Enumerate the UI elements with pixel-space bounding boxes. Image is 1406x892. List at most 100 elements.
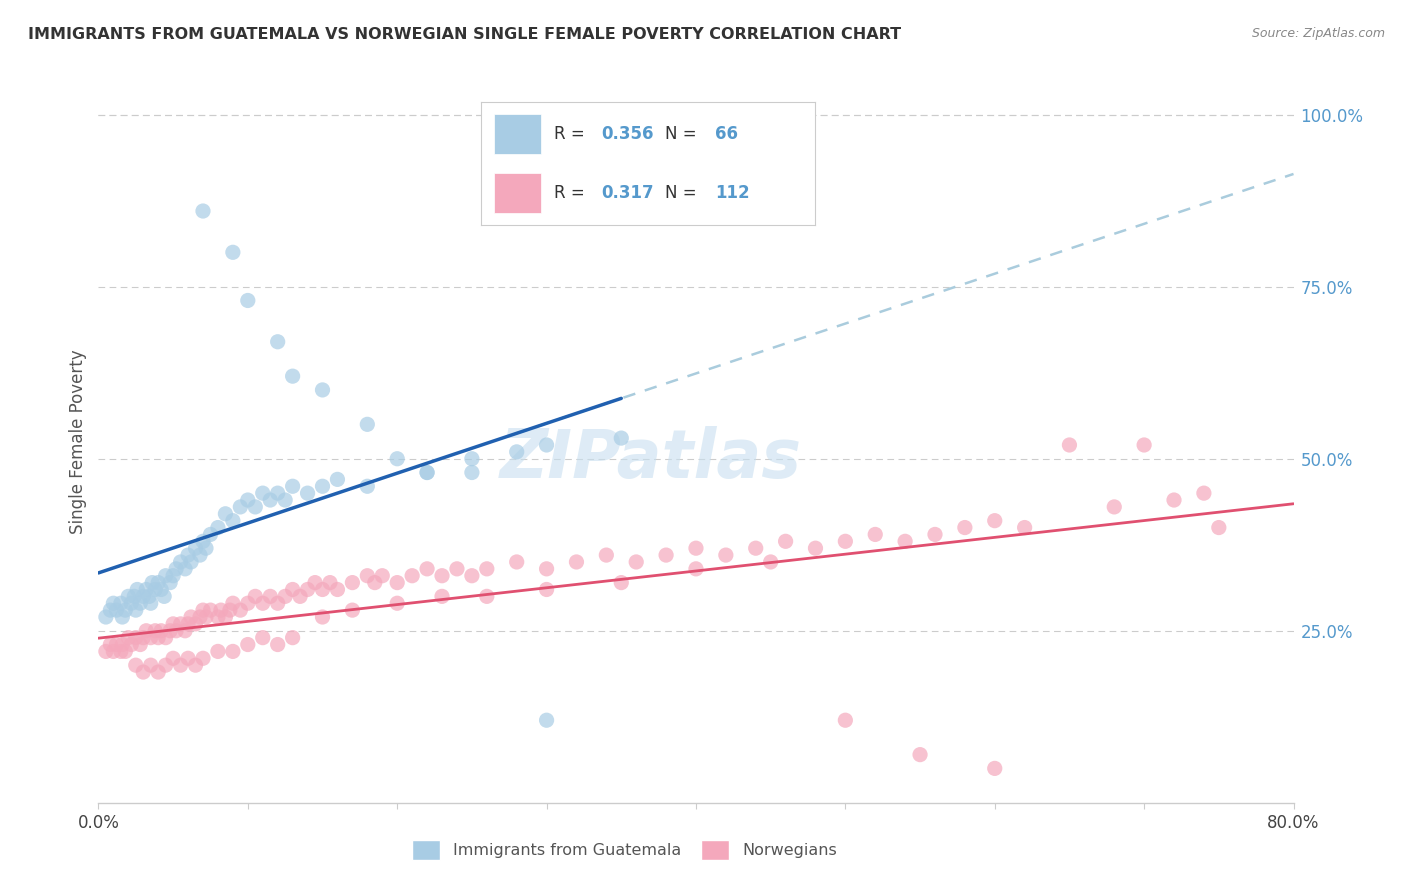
Point — [120, 638, 142, 652]
Point — [281, 582, 304, 597]
Point — [267, 486, 290, 500]
Point — [169, 616, 191, 631]
Point — [416, 466, 439, 480]
Point — [252, 596, 274, 610]
Point — [150, 624, 173, 638]
Point — [177, 651, 200, 665]
Point — [222, 644, 245, 658]
Point — [1208, 520, 1230, 534]
Point — [159, 624, 181, 638]
Point — [1014, 520, 1036, 534]
Point — [143, 624, 166, 638]
Point — [953, 520, 976, 534]
Point — [143, 582, 166, 597]
Point — [311, 479, 333, 493]
Point — [536, 438, 558, 452]
Point — [184, 541, 207, 556]
Point — [385, 596, 409, 610]
Point — [1192, 486, 1215, 500]
Point — [188, 610, 211, 624]
Point — [924, 527, 946, 541]
Point — [229, 603, 252, 617]
Point — [180, 610, 202, 624]
Text: IMMIGRANTS FROM GUATEMALA VS NORWEGIAN SINGLE FEMALE POVERTY CORRELATION CHART: IMMIGRANTS FROM GUATEMALA VS NORWEGIAN S… — [28, 27, 901, 42]
Point — [162, 651, 184, 665]
Point — [655, 548, 678, 562]
Point — [356, 479, 378, 493]
Point — [174, 624, 197, 638]
Point — [139, 631, 162, 645]
Point — [759, 555, 782, 569]
Point — [475, 562, 498, 576]
Point — [297, 486, 319, 500]
Point — [288, 590, 311, 604]
Point — [446, 562, 468, 576]
Point — [114, 644, 136, 658]
Point — [319, 575, 342, 590]
Point — [1163, 493, 1185, 508]
Point — [1104, 500, 1126, 514]
Point — [103, 596, 125, 610]
Point — [356, 417, 378, 432]
Point — [135, 624, 157, 638]
Point — [267, 638, 290, 652]
Point — [984, 514, 1007, 528]
Point — [207, 610, 229, 624]
Point — [229, 500, 252, 514]
Point — [984, 761, 1007, 775]
Point — [219, 603, 242, 617]
Point — [195, 541, 218, 556]
Point — [150, 582, 173, 597]
Point — [626, 555, 648, 569]
Point — [98, 638, 122, 652]
Point — [127, 582, 149, 597]
Point — [252, 631, 274, 645]
Point — [111, 638, 134, 652]
Point — [105, 603, 128, 617]
Point — [195, 610, 218, 624]
Point — [236, 638, 259, 652]
Point — [401, 568, 423, 582]
Point — [191, 534, 214, 549]
Point — [117, 631, 139, 645]
Point — [139, 596, 162, 610]
Y-axis label: Single Female Poverty: Single Female Poverty — [69, 350, 87, 533]
Legend: Immigrants from Guatemala, Norwegians: Immigrants from Guatemala, Norwegians — [412, 840, 837, 860]
Point — [311, 383, 333, 397]
Point — [595, 548, 617, 562]
Point — [135, 582, 157, 597]
Point — [326, 472, 349, 486]
Point — [356, 568, 378, 582]
Point — [222, 596, 245, 610]
Point — [259, 493, 281, 508]
Point — [141, 575, 163, 590]
Point — [165, 562, 187, 576]
Point — [207, 644, 229, 658]
Point — [177, 616, 200, 631]
Point — [461, 466, 484, 480]
Point — [297, 582, 319, 597]
Point — [385, 451, 409, 466]
Point — [834, 534, 856, 549]
Point — [125, 631, 148, 645]
Point — [865, 527, 887, 541]
Point — [834, 713, 856, 727]
Point — [129, 638, 152, 652]
Point — [125, 603, 148, 617]
Point — [148, 631, 170, 645]
Text: Source: ZipAtlas.com: Source: ZipAtlas.com — [1251, 27, 1385, 40]
Point — [304, 575, 326, 590]
Point — [165, 624, 187, 638]
Point — [191, 603, 214, 617]
Point — [236, 493, 259, 508]
Point — [259, 590, 281, 604]
Point — [153, 590, 176, 604]
Point — [371, 568, 394, 582]
Point — [281, 479, 304, 493]
Point — [536, 582, 558, 597]
Point — [120, 596, 142, 610]
Point — [461, 451, 484, 466]
Point — [745, 541, 768, 556]
Point — [200, 527, 222, 541]
Point — [236, 293, 259, 308]
